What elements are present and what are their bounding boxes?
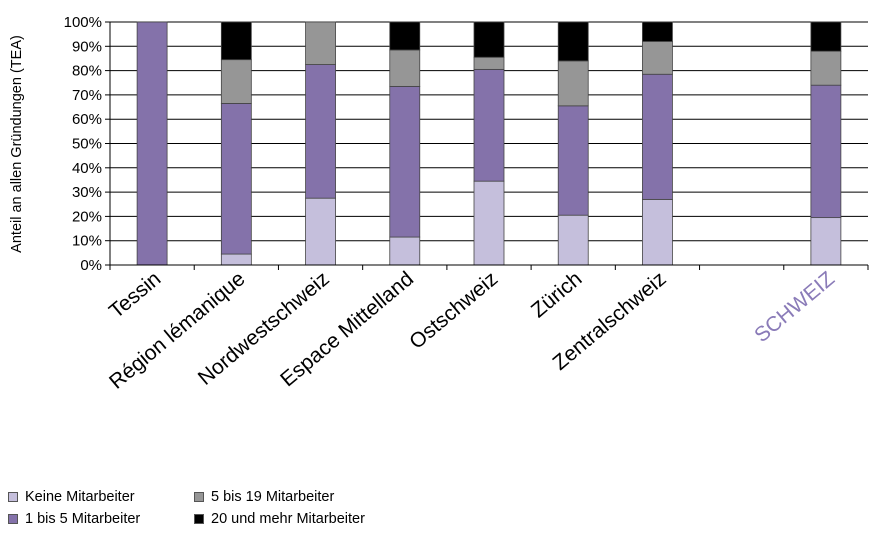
stacked-bar-chart: Anteil an allen Gründungen (TEA) 0% 10% 20… bbox=[9, 14, 869, 394]
legend-item-1-5: 1 bis 5 Mitarbeiter bbox=[8, 511, 194, 527]
legend-label-20-plus: 20 und mehr Mitarbeiter bbox=[211, 511, 365, 527]
y-tick-label: 90% bbox=[72, 38, 102, 55]
y-tick-label: 80% bbox=[72, 63, 102, 80]
y-tick-label: 70% bbox=[72, 87, 102, 104]
bar-segment bbox=[389, 236, 421, 266]
x-tick-label: SCHWEIZ bbox=[750, 267, 839, 347]
bar-segment bbox=[642, 41, 673, 75]
y-tick-labels: 0% 10% 20% 30% 40% 50% 60% 70% 80% 90% 100% bbox=[64, 14, 102, 274]
legend-label-5-19: 5 bis 19 Mitarbeiter bbox=[211, 489, 335, 505]
legend-item-keine: Keine Mitarbeiter bbox=[8, 489, 194, 505]
bar-segment bbox=[810, 50, 842, 86]
bar-segment bbox=[389, 49, 421, 87]
legend-label-1-5: 1 bis 5 Mitarbeiter bbox=[25, 511, 141, 527]
bar-segment bbox=[305, 64, 336, 199]
legend-label-keine: Keine Mitarbeiter bbox=[25, 489, 135, 505]
y-tick-label: 60% bbox=[72, 111, 102, 128]
legend: Keine Mitarbeiter 5 bis 19 Mitarbeiter 1… bbox=[8, 489, 434, 527]
bar-segment bbox=[473, 21, 505, 58]
y-tick-label: 30% bbox=[72, 184, 102, 201]
bar-segment bbox=[642, 21, 673, 42]
bars bbox=[136, 21, 842, 266]
legend-swatch-5-19 bbox=[194, 492, 204, 502]
bar-segment bbox=[389, 21, 421, 51]
x-tick-label: Ostschweiz bbox=[405, 267, 502, 354]
y-tick-label: 40% bbox=[72, 160, 102, 177]
bar-segment bbox=[473, 68, 505, 182]
bar-segment bbox=[557, 214, 589, 266]
bar-segment bbox=[220, 59, 252, 104]
bar-segment bbox=[810, 84, 842, 219]
y-tick-label: 0% bbox=[80, 257, 102, 274]
bar-segment bbox=[389, 85, 421, 238]
y-tick-label: 20% bbox=[72, 208, 102, 225]
y-tick-label: 10% bbox=[72, 233, 102, 250]
bar-segment bbox=[557, 60, 589, 107]
y-axis-label: Anteil an allen Gründungen (TEA) bbox=[9, 35, 25, 253]
y-tick-label: 50% bbox=[72, 136, 102, 153]
bar-segment bbox=[305, 197, 336, 266]
bar-segment bbox=[220, 21, 252, 61]
legend-swatch-1-5 bbox=[8, 514, 18, 524]
bar-segment bbox=[810, 21, 842, 52]
bar-segment bbox=[136, 21, 168, 266]
bar-segment bbox=[473, 180, 505, 266]
legend-item-5-19: 5 bis 19 Mitarbeiter bbox=[194, 489, 434, 505]
axes bbox=[105, 21, 869, 270]
x-tick-label: Zürich bbox=[527, 267, 586, 322]
legend-item-20-plus: 20 und mehr Mitarbeiter bbox=[194, 511, 434, 527]
bar-segment bbox=[220, 253, 252, 266]
bar-segment bbox=[473, 56, 505, 70]
bar-segment bbox=[642, 198, 673, 266]
bar-segment bbox=[557, 105, 589, 216]
legend-swatch-20-plus bbox=[194, 514, 204, 524]
bar-segment bbox=[642, 73, 673, 200]
x-tick-label: Tessin bbox=[105, 267, 165, 323]
bar-segment bbox=[305, 21, 336, 65]
legend-swatch-keine bbox=[8, 492, 18, 502]
y-tick-label: 100% bbox=[64, 14, 102, 31]
bar-segment bbox=[810, 217, 842, 266]
bar-segment bbox=[557, 21, 589, 62]
bar-segment bbox=[220, 103, 252, 255]
